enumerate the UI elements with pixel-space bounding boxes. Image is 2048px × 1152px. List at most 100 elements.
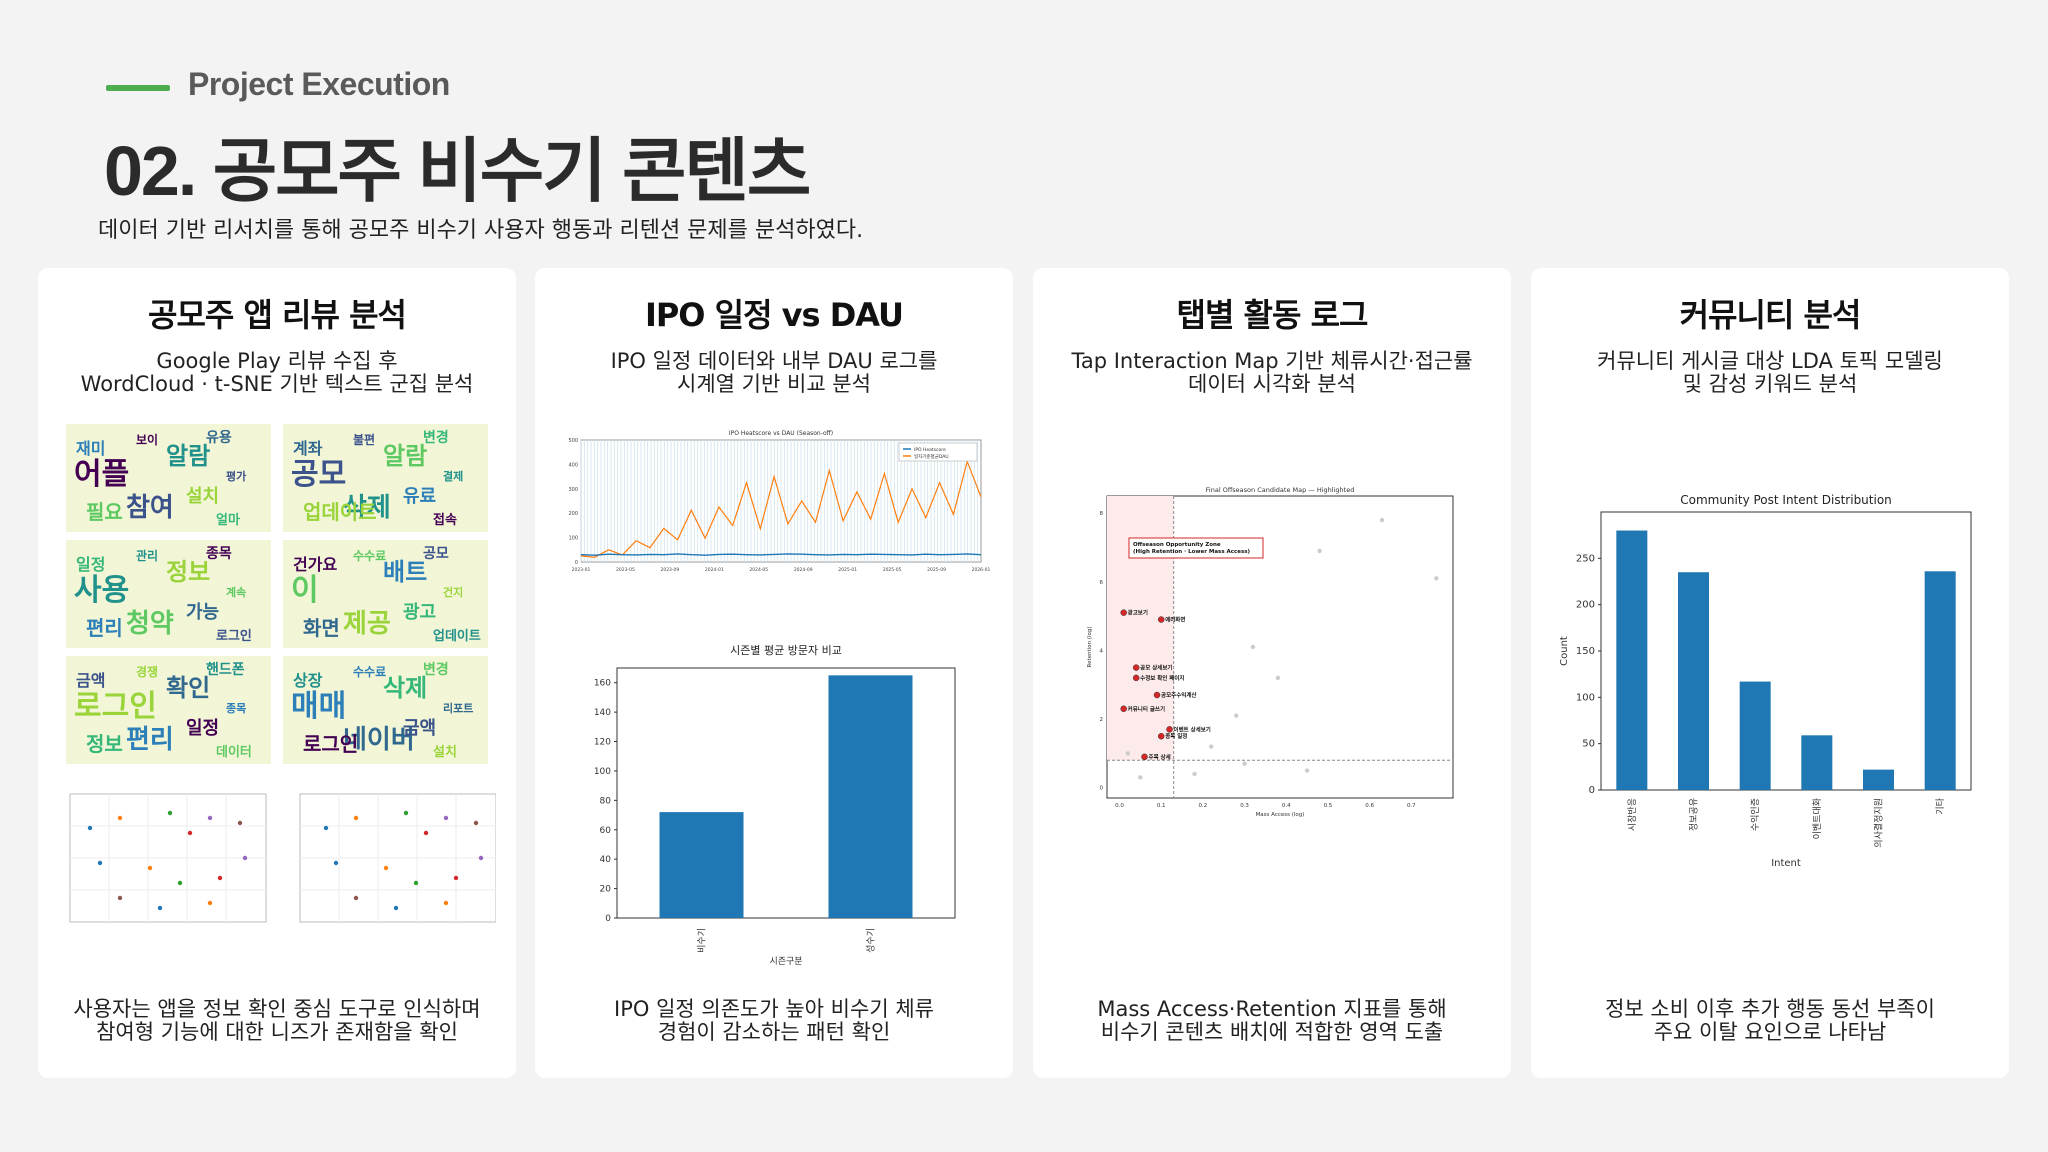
wordcloud-word: 편리 bbox=[86, 616, 123, 640]
wordcloud-word: 변경 bbox=[423, 429, 449, 446]
wordcloud-word: 알람 bbox=[383, 442, 427, 470]
wordcloud-word: 평가 bbox=[226, 469, 246, 483]
card-title: 공모주 앱 리뷰 분석 bbox=[148, 296, 407, 334]
card-description: 커뮤니티 게시글 대상 LDA 토픽 모델링 및 감성 키워드 분석 bbox=[1541, 350, 1999, 396]
y-tick-label: 0 bbox=[575, 560, 578, 566]
wordcloud-word: 재미 bbox=[76, 439, 105, 458]
tsne-point bbox=[353, 815, 359, 821]
background-point bbox=[1250, 644, 1256, 650]
bar bbox=[1739, 681, 1771, 790]
card-insight-line: 경험이 감소하는 패턴 확인 bbox=[657, 1020, 891, 1044]
tsne-point bbox=[167, 810, 173, 816]
highlighted-point bbox=[1132, 674, 1140, 682]
wordcloud-word: 유료 bbox=[403, 486, 436, 507]
x-tick-label: 이벤트대화 bbox=[1812, 798, 1823, 839]
x-tick-label: 0.6 bbox=[1365, 803, 1374, 809]
wordcloud-word: 설치 bbox=[433, 744, 457, 760]
x-tick-label: 시장반응 bbox=[1627, 798, 1638, 831]
season-visitor-bar-chart: 시즌별 평균 방문자 비교 0 20 40 60 80 100 120 140 160 비수기 성수기… bbox=[575, 638, 975, 968]
x-tick-label: 0.7 bbox=[1407, 803, 1416, 809]
wordcloud-word: 편리 bbox=[126, 725, 174, 755]
wordcloud-word: 삭제 bbox=[343, 493, 391, 523]
card-insight: 사용자는 앱을 정보 확인 중심 도구로 인식하며 참여형 기능에 대한 니즈가… bbox=[48, 998, 506, 1044]
point-label: 종목 일정 bbox=[1165, 732, 1187, 740]
card-insight: 정보 소비 이후 추가 행동 동선 부족이 주요 이탈 요인으로 나타남 bbox=[1541, 998, 1999, 1044]
offseason-scatter-chart: Final Offseason Candidate Map — Highligh… bbox=[1083, 484, 1463, 824]
y-tick-label: 200 bbox=[568, 511, 578, 517]
background-point bbox=[1317, 548, 1322, 554]
card-title: IPO 일정 vs DAU bbox=[644, 296, 904, 334]
x-tick-label: 0.4 bbox=[1282, 803, 1291, 809]
highlighted-point bbox=[1166, 726, 1173, 733]
y-tick-label: 6 bbox=[1100, 580, 1104, 586]
tsne-point bbox=[473, 820, 479, 826]
y-tick-label: 160 bbox=[594, 679, 611, 689]
wordcloud-word: 삭제 bbox=[383, 674, 427, 702]
tsne-point bbox=[403, 810, 409, 816]
x-tick-label: 정보공유 bbox=[1689, 798, 1700, 831]
card-description: IPO 일정 데이터와 내부 DAU 로그를 시계열 기반 비교 분석 bbox=[545, 350, 1003, 396]
x-tick-label: 0.5 bbox=[1324, 803, 1333, 809]
tsne-point bbox=[383, 865, 389, 871]
tsne-point bbox=[187, 830, 193, 836]
wordcloud-word: 알람 bbox=[166, 442, 210, 470]
intent-bar-chart-svg: Community Post Intent Distribution 0 50 100… bbox=[1559, 493, 1972, 869]
card-title: 탭별 활동 로그 bbox=[1176, 296, 1369, 334]
page-title: 02. 공모주 비수기 콘텐츠 bbox=[104, 132, 811, 210]
background-point bbox=[1304, 768, 1310, 773]
card-ipo-vs-dau: IPO 일정 vs DAU IPO 일정 데이터와 내부 DAU 로그를 시계열… bbox=[535, 268, 1013, 1078]
card-insight-line: 정보 소비 이후 추가 행동 동선 부족이 bbox=[1605, 997, 1935, 1021]
tsne-point bbox=[157, 905, 163, 911]
y-tick-label: 0 bbox=[1589, 785, 1595, 796]
y-tick-label: 100 bbox=[568, 536, 578, 542]
legend-label: IPO Heatscore bbox=[914, 447, 946, 453]
tsne-point bbox=[97, 860, 103, 866]
wordcloud-word: 계좌 bbox=[293, 439, 323, 458]
x-axis-label: Mass Access (log) bbox=[1256, 812, 1305, 818]
point-label: 공모주수익계산 bbox=[1161, 691, 1196, 699]
y-tick-label: 200 bbox=[1576, 600, 1595, 611]
x-tick-label: 2023-09 bbox=[660, 567, 679, 573]
tsne-point bbox=[87, 825, 93, 831]
card-description: Google Play 리뷰 수집 후 WordCloud · t-SNE 기반… bbox=[48, 350, 506, 396]
y-tick-label: 250 bbox=[1576, 553, 1595, 564]
bar bbox=[1801, 735, 1833, 790]
card-insight-line: Mass Access·Retention 지표를 통해 bbox=[1097, 997, 1447, 1021]
wordcloud-word: 건지 bbox=[443, 585, 463, 599]
scatter-chart-svg: Final Offseason Candidate Map — Highligh… bbox=[1087, 486, 1454, 818]
y-tick-label: 150 bbox=[1576, 646, 1595, 657]
x-tick-label: 비수기 bbox=[697, 928, 708, 953]
tsne-point bbox=[207, 900, 213, 906]
bar bbox=[1863, 769, 1894, 790]
y-tick-label: 80 bbox=[600, 796, 612, 806]
section-label: Project Execution bbox=[188, 66, 450, 102]
x-tick-label: 2026-01 bbox=[972, 567, 991, 573]
highlighted-point bbox=[1157, 732, 1165, 740]
x-tick-label: 2025-09 bbox=[927, 567, 946, 573]
x-axis-label: 시즌구분 bbox=[769, 956, 802, 967]
wordcloud-background bbox=[283, 540, 488, 648]
wordcloud-word: 확인 bbox=[166, 674, 210, 702]
point-label: 수정보 확인 페이지 bbox=[1140, 674, 1184, 682]
x-tick-label: 의사결정지원 bbox=[1874, 798, 1885, 848]
tsne-point bbox=[237, 820, 243, 826]
wordcloud-word: 필요 bbox=[86, 500, 123, 524]
wordcloud-word: 관리 bbox=[136, 548, 158, 563]
section-accent-line bbox=[106, 85, 170, 91]
wordcloud-word: 건가요 bbox=[293, 555, 337, 574]
y-tick-label: 140 bbox=[594, 708, 611, 718]
y-tick-label: 50 bbox=[1582, 739, 1595, 750]
tsne-scatter-figures bbox=[60, 788, 497, 944]
tsne-point bbox=[393, 905, 399, 911]
y-tick-label: 120 bbox=[594, 738, 611, 748]
wordcloud-word: 청약 bbox=[126, 609, 174, 639]
y-tick-label: 2 bbox=[1100, 717, 1104, 723]
x-tick-label: 기타 bbox=[1935, 797, 1946, 814]
wordcloud-word: 불편 bbox=[353, 432, 375, 447]
card-insight-line: 참여형 기능에 대한 니즈가 존재함을 확인 bbox=[96, 1020, 458, 1044]
wordcloud-word: 화면 bbox=[303, 616, 340, 640]
